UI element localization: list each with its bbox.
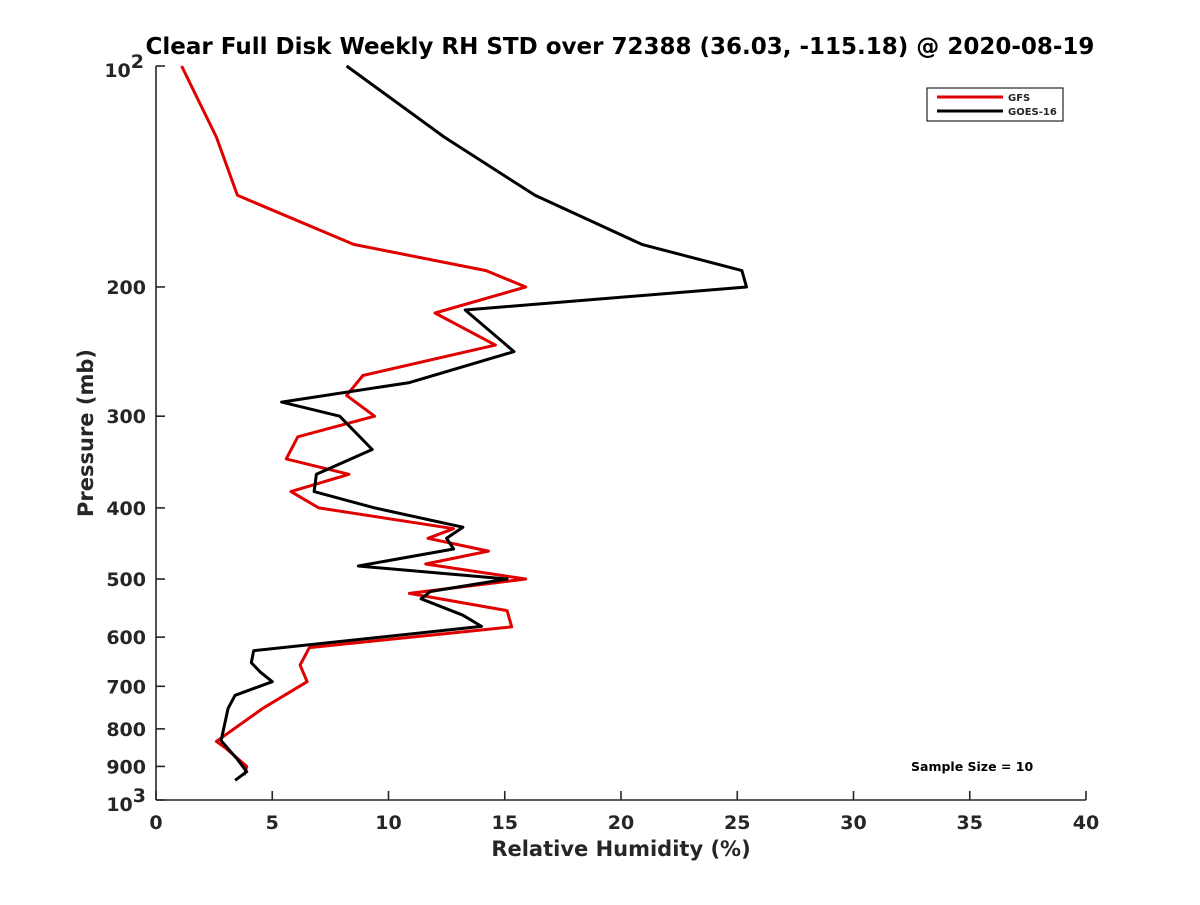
series-line-goes16 [219,64,748,782]
y-tick-label: 200 [106,277,146,299]
series-line-gfs [180,65,528,776]
x-ticks: 0 5 10 15 20 25 30 35 40 [149,791,1099,834]
y-tick-label: 300 [106,406,146,428]
x-tick-label: 40 [1073,812,1099,834]
x-tick-label: 0 [149,812,162,834]
y-tick-label: 600 [106,627,146,649]
legend: GFS GOES-16 [926,87,1064,122]
x-tick-label: 10 [375,812,401,834]
x-tick-label: 35 [957,812,983,834]
y-ticks: 200 300 400 500 600 700 800 900 [106,65,165,801]
y-tick-label: 700 [106,676,146,698]
x-tick-label: 15 [492,812,518,834]
chart-title: Clear Full Disk Weekly RH STD over 72388… [146,34,1095,60]
y-axis-label: Pressure (mb) [74,349,98,517]
y-tick-label: 900 [106,756,146,778]
series-layer [180,64,748,782]
y-tick-label: 800 [106,719,146,741]
x-axis-label: Relative Humidity (%) [491,837,750,861]
legend-box [926,87,1064,122]
y-tick-label: 500 [106,569,146,591]
y-tick-label: 400 [106,498,146,520]
legend-label-goes16: GOES-16 [1008,107,1057,118]
x-tick-label: 25 [724,812,750,834]
svg-text:103: 103 [106,785,146,816]
x-tick-label: 20 [608,812,634,834]
y-tick-label-bottom: 103 [106,785,146,816]
legend-label-gfs: GFS [1008,93,1030,104]
x-tick-label: 5 [266,812,279,834]
y-tick-label-top: 102 [104,51,144,82]
sample-size-annotation: Sample Size = 10 [911,759,1033,774]
svg-text:102: 102 [104,51,144,82]
x-tick-label: 30 [840,812,866,834]
